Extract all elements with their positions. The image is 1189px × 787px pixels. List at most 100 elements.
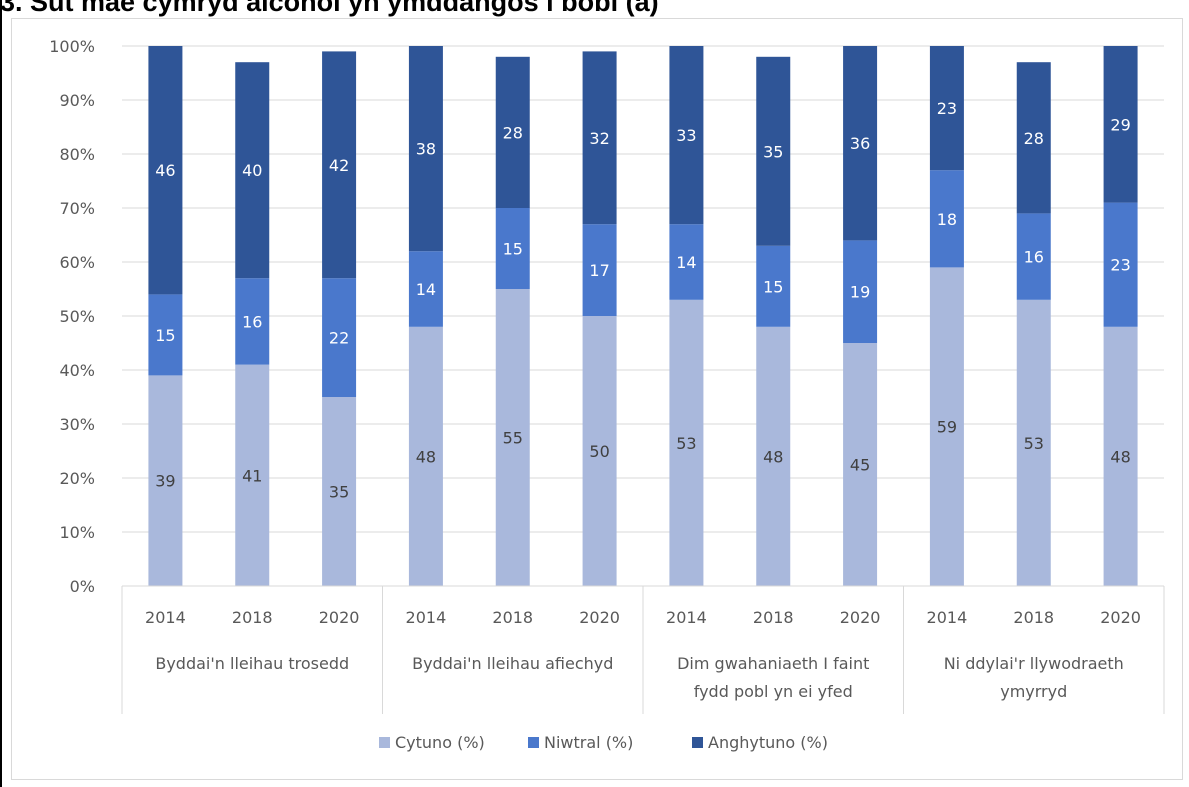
x-tick-label: 2020 [840, 608, 881, 627]
data-label: 35 [329, 483, 349, 502]
x-tick-label: 2014 [666, 608, 707, 627]
x-tick-label: 2020 [1100, 608, 1141, 627]
data-label: 18 [937, 210, 957, 229]
y-tick-label: 10% [59, 523, 95, 542]
data-label: 41 [242, 466, 262, 485]
bar-segment-niwtral [322, 278, 357, 397]
group-label: fydd pobl yn ei yfed [694, 682, 853, 701]
data-label: 23 [937, 99, 957, 118]
bar-segment-niwtral [582, 224, 617, 316]
legend-swatch [528, 737, 539, 748]
bar-segment-anghytuno [148, 46, 183, 295]
data-label: 59 [937, 418, 957, 437]
data-label: 33 [676, 126, 696, 145]
group-label: Ni ddylai'r llywodraeth [944, 654, 1124, 673]
x-tick-label: 2014 [145, 608, 186, 627]
bar-segment-anghytuno [929, 46, 964, 171]
bar-segment-anghytuno [322, 51, 357, 279]
x-tick-label: 2018 [1013, 608, 1054, 627]
data-label: 16 [242, 312, 262, 331]
bar-segment-niwtral [1103, 202, 1138, 327]
data-label: 29 [1110, 115, 1130, 134]
bar-segment-cytuno [235, 364, 270, 586]
y-tick-label: 60% [59, 253, 95, 272]
bar-segment-cytuno [148, 375, 183, 586]
data-label: 28 [1024, 129, 1044, 148]
data-label: 53 [1024, 434, 1044, 453]
bar-segment-niwtral [495, 208, 530, 289]
data-label: 16 [1024, 248, 1044, 267]
bar-segment-cytuno [929, 267, 964, 586]
x-tick-label: 2020 [579, 608, 620, 627]
data-label: 39 [155, 472, 175, 491]
y-tick-label: 40% [59, 361, 95, 380]
bar-segment-niwtral [408, 251, 443, 327]
bar-segment-anghytuno [669, 46, 704, 225]
group-label: Byddai'n lleihau trosedd [155, 654, 349, 673]
x-tick-label: 2020 [319, 608, 360, 627]
data-label: 45 [850, 456, 870, 475]
bar-segment-cytuno [322, 397, 357, 586]
bar-segment-cytuno [756, 326, 791, 586]
y-tick-label: 90% [59, 91, 95, 110]
bar-segment-niwtral [148, 294, 183, 376]
data-label: 50 [589, 442, 609, 461]
y-tick-label: 100% [49, 37, 95, 56]
data-label: 15 [763, 277, 783, 296]
group-label: ymyrryd [1000, 682, 1067, 701]
data-label: 17 [589, 261, 609, 280]
legend-label: Anghytuno (%) [708, 733, 828, 752]
stacked-bar-chart: 0% 10% 20% 30% 40% 50% 60% 70% 80% 90% 100% 39 15 46 2… [49, 37, 1165, 752]
x-tick-label: 2018 [232, 608, 273, 627]
bar-segment-cytuno [495, 289, 530, 586]
x-tick-label: 2014 [927, 608, 968, 627]
data-label: 38 [416, 140, 436, 159]
data-label: 28 [503, 123, 523, 142]
data-label: 48 [1110, 447, 1130, 466]
bar-segment-cytuno [1016, 299, 1051, 586]
x-tick-label: 2018 [492, 608, 533, 627]
bar-segment-cytuno [582, 316, 617, 586]
bar-segment-niwtral [929, 170, 964, 268]
group-label: Dim gwahaniaeth I faint [677, 654, 869, 673]
data-label: 35 [763, 142, 783, 161]
data-label: 42 [329, 156, 349, 175]
data-label: 15 [503, 240, 523, 259]
data-label: 36 [850, 134, 870, 153]
bar-segment-cytuno [843, 343, 878, 586]
y-tick-label: 0% [70, 577, 95, 596]
bar-segment-anghytuno [1016, 62, 1051, 214]
y-tick-label: 80% [59, 145, 95, 164]
bar-segment-cytuno [669, 299, 704, 586]
bar-segment-cytuno [408, 326, 443, 586]
bar-segment-niwtral [756, 245, 791, 327]
data-label: 22 [329, 329, 349, 348]
bar-segment-anghytuno [582, 51, 617, 225]
group-label: Byddai'n lleihau afiechyd [412, 654, 613, 673]
left-border-rule [0, 0, 2, 787]
x-tick-label: 2018 [753, 608, 794, 627]
y-tick-label: 30% [59, 415, 95, 434]
data-label: 53 [676, 434, 696, 453]
bar-segment-niwtral [669, 224, 704, 300]
data-label: 55 [503, 429, 523, 448]
data-label: 32 [589, 129, 609, 148]
bar-segment-anghytuno [1103, 46, 1138, 203]
data-label: 40 [242, 161, 262, 180]
x-tick-label: 2014 [406, 608, 447, 627]
bar-segment-niwtral [843, 240, 878, 343]
legend-label: Cytuno (%) [395, 733, 485, 752]
data-label: 23 [1110, 256, 1130, 275]
bar-segment-anghytuno [235, 62, 270, 279]
bar-segment-niwtral [235, 278, 270, 365]
data-label: 48 [416, 447, 436, 466]
data-label: 14 [416, 280, 436, 299]
bar-segment-niwtral [1016, 213, 1051, 300]
data-label: 19 [850, 283, 870, 302]
legend-swatch [379, 737, 390, 748]
bar-segment-anghytuno [408, 46, 443, 252]
data-label: 15 [155, 326, 175, 345]
y-tick-label: 20% [59, 469, 95, 488]
chart-frame: 0% 10% 20% 30% 40% 50% 60% 70% 80% 90% 100% 39 15 46 2… [11, 18, 1183, 780]
legend-label: Niwtral (%) [544, 733, 633, 752]
